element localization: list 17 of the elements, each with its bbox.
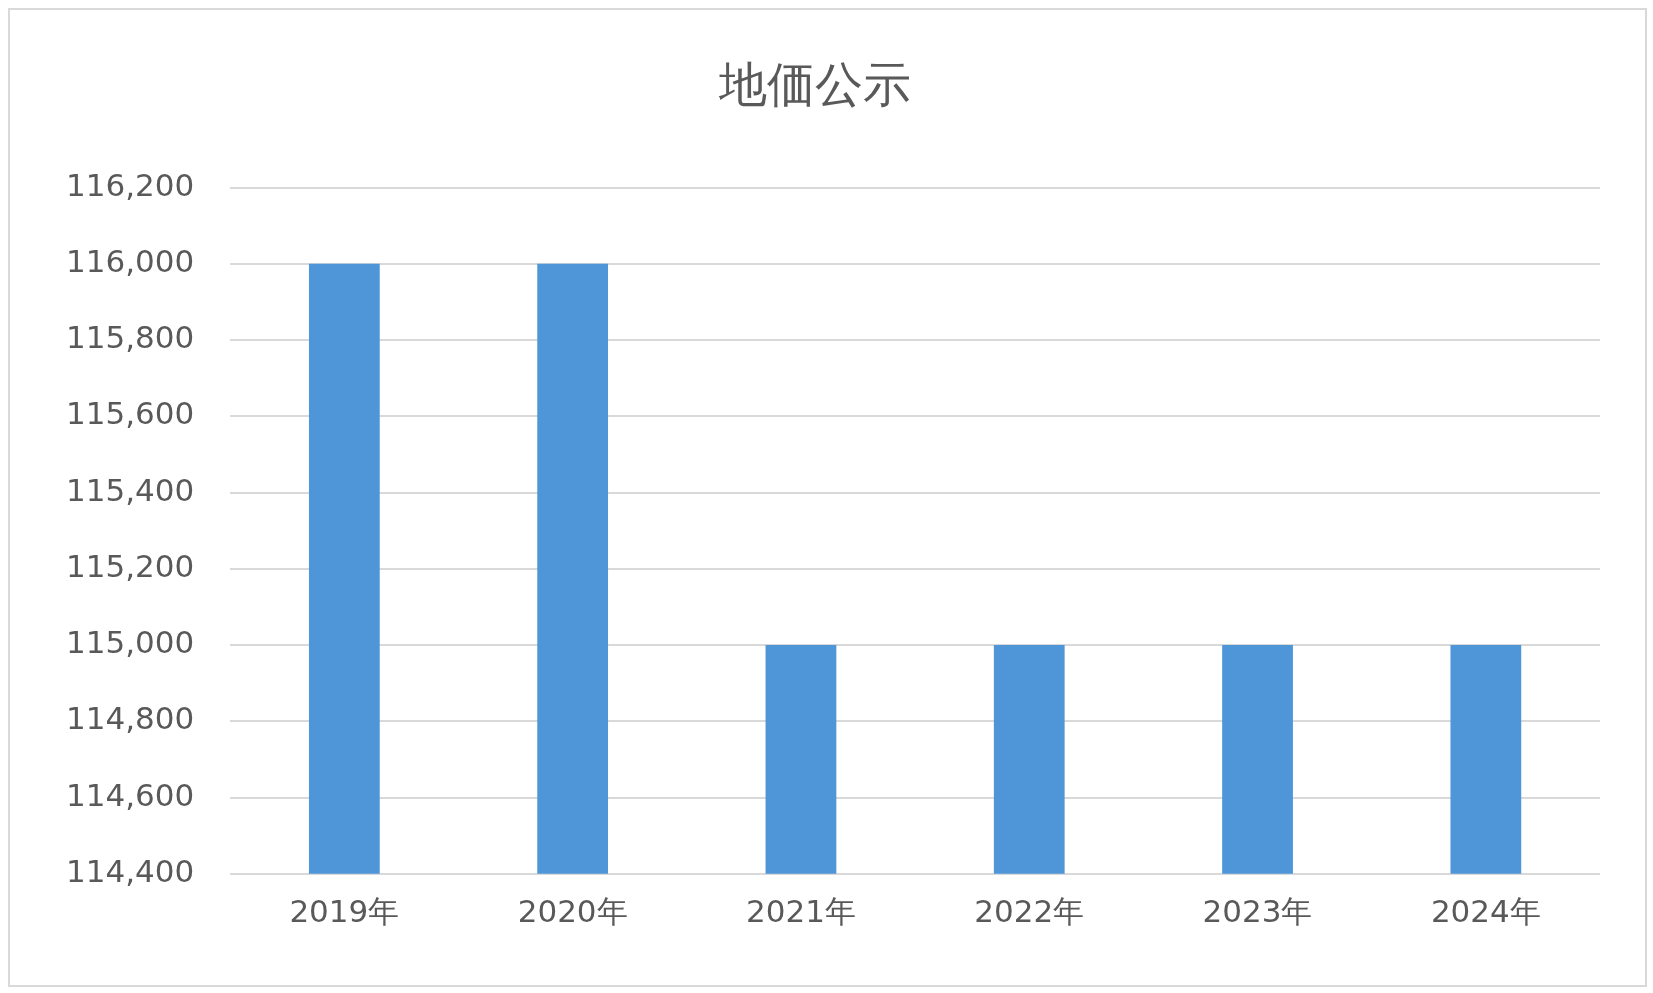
y-tick-label: 115,600 [65, 395, 195, 432]
y-tick-label: 114,800 [65, 700, 195, 737]
x-tick-label: 2023年 [1202, 893, 1313, 930]
x-tick-label: 2019年 [289, 893, 400, 930]
y-tick-label: 114,600 [65, 776, 195, 813]
y-tick-label: 115,000 [65, 624, 195, 661]
y-tick-label: 115,800 [65, 319, 195, 356]
x-tick-label: 2022年 [974, 893, 1085, 930]
y-tick-label: 115,200 [65, 547, 195, 584]
x-tick-label: 2020年 [517, 893, 628, 930]
x-tick-label: 2021年 [745, 893, 856, 930]
y-tick-label: 116,000 [65, 242, 195, 279]
y-tick-label: 116,200 [65, 166, 195, 203]
x-tick-label: 2024年 [1430, 893, 1541, 930]
y-tick-label: 115,400 [65, 471, 195, 508]
chart-title: 地価公示 [718, 56, 911, 113]
y-tick-label: 114,400 [65, 852, 195, 889]
